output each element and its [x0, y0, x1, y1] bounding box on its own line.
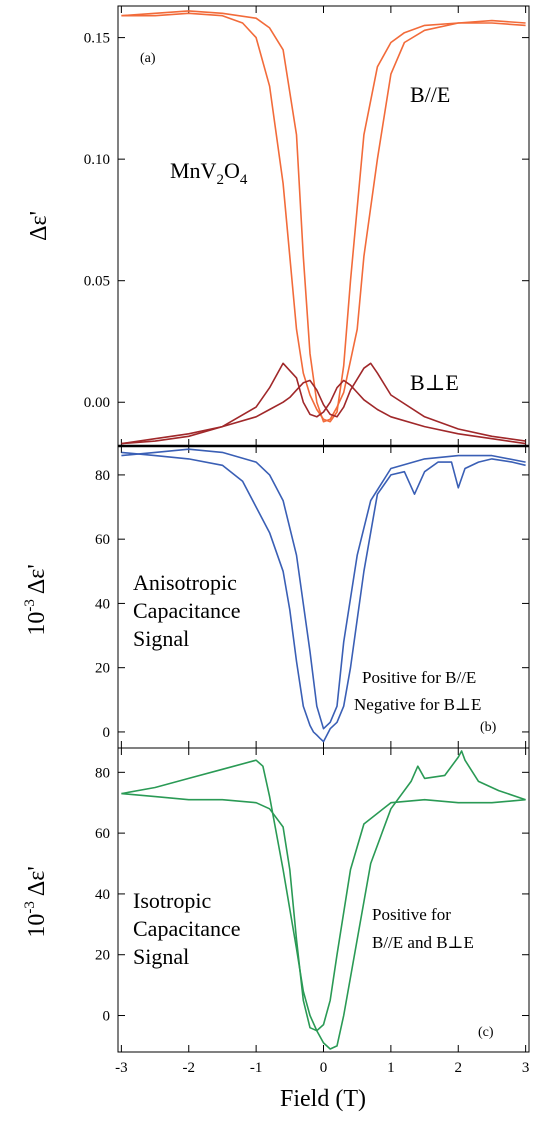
- panel-a-tag: (a): [140, 51, 156, 66]
- annotation-isotropic-line2: Capacitance: [133, 916, 241, 941]
- x-tick-label: -1: [250, 1060, 263, 1076]
- panel-c-series-1: [121, 750, 526, 1050]
- panel-c-ytick-label: 60: [95, 826, 110, 842]
- panel-b-ytick-label: 0: [103, 725, 111, 741]
- panel-c-series-2: [121, 792, 526, 1032]
- annotation-isotropic-line1: Isotropic: [133, 888, 211, 913]
- annotation-b-parallel-e: B//E: [410, 82, 450, 107]
- x-tick-label: 0: [320, 1060, 328, 1076]
- panel-b-ytick-label: 60: [95, 532, 110, 548]
- panel-a-ytick-label: 0.15: [84, 31, 110, 47]
- panel-c-tag: (c): [478, 1025, 494, 1040]
- annotation-b-perp-e: B⊥E: [410, 370, 459, 395]
- panel-a-ytick-label: 0.10: [84, 152, 110, 168]
- panel-b-ylabel: 10-3Δε': [22, 564, 50, 635]
- annotation-isotropic-line3: Signal: [133, 944, 189, 969]
- panel-a-ytick-label: 0.05: [84, 274, 110, 290]
- annotation-compound: MnV2O4: [170, 158, 248, 188]
- panel-b-tag: (b): [480, 720, 497, 735]
- panel-b-ytick-label: 80: [95, 468, 110, 484]
- panel-a-ylabel: Δε': [26, 211, 52, 241]
- panel-c-ytick-label: 40: [95, 887, 110, 903]
- panel-b-series-2: [121, 448, 526, 730]
- panel-b-series-1: [121, 451, 526, 743]
- annotation-anisotropic-line2: Capacitance: [133, 598, 241, 623]
- x-tick-label: -3: [115, 1060, 128, 1076]
- panel-c-ytick-label: 0: [103, 1009, 111, 1025]
- x-tick-label: 2: [455, 1060, 463, 1076]
- annotation-negative-perp: Negative for B⊥E: [354, 695, 481, 714]
- x-tick-label: 3: [522, 1060, 530, 1076]
- x-axis-label: Field (T): [280, 1086, 366, 1112]
- panel-a-series-2: [121, 10, 526, 423]
- panel-a-series-3: [121, 362, 526, 445]
- x-tick-label: -2: [182, 1060, 195, 1076]
- panel-c-ylabel: 10-3Δε': [22, 866, 50, 937]
- annotation-both-orientations: B//E and B⊥E: [372, 933, 474, 952]
- annotation-positive-parallel: Positive for B//E: [362, 668, 476, 687]
- panel-b-ytick-label: 20: [95, 661, 110, 677]
- annotation-anisotropic-line1: Anisotropic: [133, 570, 237, 595]
- annotation-positive-for: Positive for: [372, 905, 451, 924]
- x-tick-label: 1: [387, 1060, 395, 1076]
- panel-a-ytick-label: 0.00: [84, 395, 110, 411]
- panel-c-ytick-label: 20: [95, 948, 110, 964]
- panel-c-ytick-label: 80: [95, 765, 110, 781]
- annotation-anisotropic-line3: Signal: [133, 626, 189, 651]
- panel-b-ytick-label: 40: [95, 596, 110, 612]
- panel-a-series-4: [121, 362, 526, 445]
- panel-a-frame: [117, 5, 530, 447]
- panel-a-series-1: [121, 12, 526, 423]
